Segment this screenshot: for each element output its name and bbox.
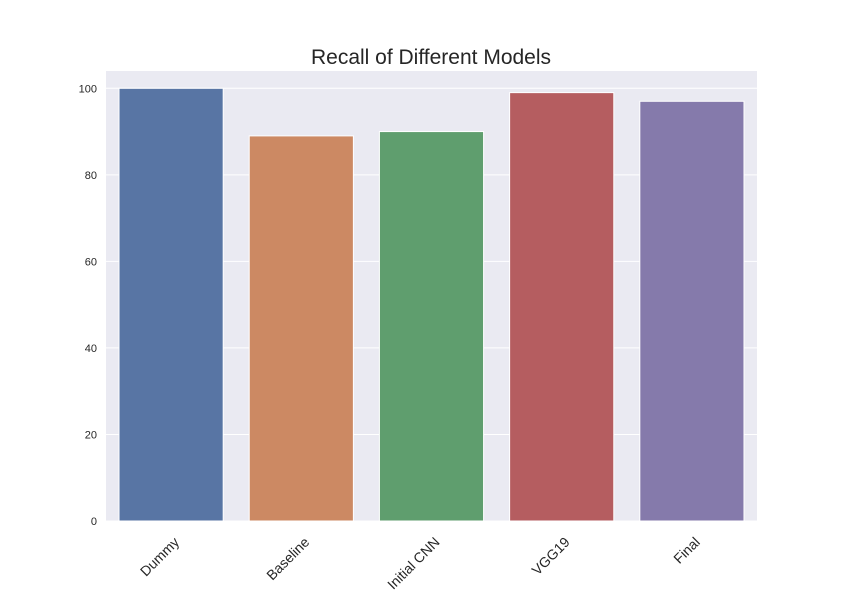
chart-title: Recall of Different Models (311, 46, 551, 69)
y-tick-label: 80 (85, 170, 97, 182)
y-tick-label: 20 (85, 429, 97, 441)
bars (118, 87, 745, 522)
bar-vgg19 (509, 92, 615, 522)
bar-dummy (118, 87, 224, 522)
y-tick-label: 40 (85, 343, 97, 355)
bar-baseline (248, 135, 354, 522)
x-tick-label: Final (670, 534, 703, 567)
x-tick-label: Baseline (263, 534, 312, 583)
x-tick-label: Dummy (137, 534, 182, 579)
x-tick-label: VGG19 (528, 534, 572, 578)
y-tick-label: 60 (85, 256, 97, 268)
bar-final (639, 100, 745, 522)
y-tick-label: 100 (79, 83, 97, 95)
x-tick-label: Initial CNN (384, 534, 443, 593)
bar-initial-cnn (378, 131, 485, 522)
y-axis-ticks: 0 20 40 60 80 100 (79, 83, 97, 528)
x-axis-ticks: Dummy Baseline Initial CNN VGG19 Final (137, 534, 703, 593)
y-tick-label: 0 (91, 516, 97, 528)
